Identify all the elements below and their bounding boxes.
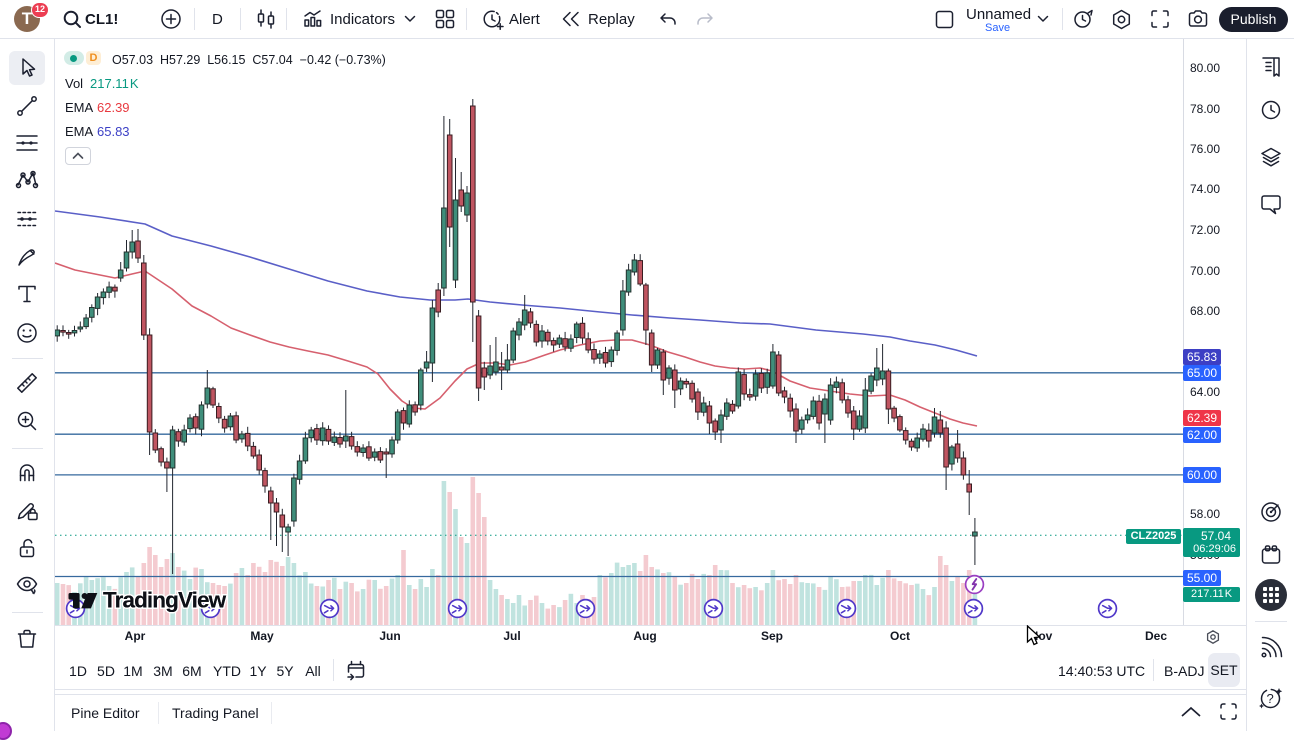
- svg-text:TradingView: TradingView: [103, 588, 227, 613]
- svg-text:TradingView: TradingView: [103, 588, 227, 613]
- svg-text:?: ?: [1267, 691, 1274, 706]
